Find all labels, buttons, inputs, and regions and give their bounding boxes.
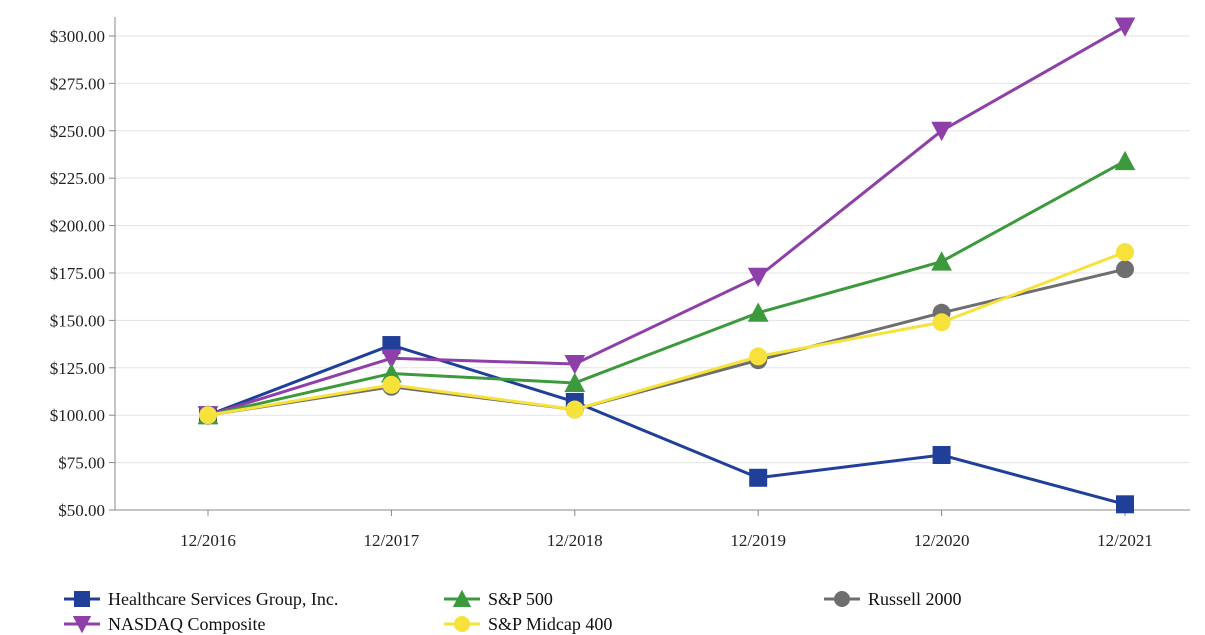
data-point-s-p-midcap-400 bbox=[382, 375, 401, 394]
data-point-s-p-midcap-400 bbox=[565, 400, 584, 419]
legend-label: S&P Midcap 400 bbox=[488, 613, 613, 634]
legend-swatch-s-p-midcap-400 bbox=[444, 616, 480, 632]
data-point-s-p-midcap-400 bbox=[199, 406, 217, 425]
data-point-nasdaq-composite bbox=[564, 354, 586, 375]
axes bbox=[109, 17, 1190, 516]
series-line-russell-2000 bbox=[207, 267, 1126, 417]
data-point-nasdaq-composite bbox=[1114, 17, 1136, 37]
data-point-s-p-midcap-400 bbox=[1116, 243, 1134, 262]
data-point-nasdaq-composite bbox=[747, 267, 769, 288]
data-point-healthcare-services-group-inc bbox=[749, 468, 768, 487]
y-tick-label: $300.00 bbox=[50, 27, 105, 46]
x-tick-label: 12/2019 bbox=[730, 531, 786, 550]
legend-item-s-p-500: S&P 500 bbox=[442, 588, 553, 610]
y-tick-label: $225.00 bbox=[50, 169, 105, 188]
legend-swatch-marker bbox=[454, 616, 470, 632]
legend-swatch-s-p-500 bbox=[444, 589, 480, 607]
x-tick-label: 12/2018 bbox=[547, 531, 603, 550]
data-point-s-p-midcap-400 bbox=[749, 347, 768, 366]
legend-item-healthcare-services-group-inc: Healthcare Services Group, Inc. bbox=[62, 588, 338, 610]
series-line-s-p-500 bbox=[207, 159, 1126, 417]
y-tick-label: $250.00 bbox=[50, 122, 105, 141]
data-point-healthcare-services-group-inc bbox=[932, 446, 951, 465]
y-tick-label: $75.00 bbox=[58, 454, 105, 473]
series-s-p-midcap-400 bbox=[199, 243, 1134, 425]
legend-swatch-marker bbox=[452, 589, 472, 607]
data-point-s-p-500 bbox=[931, 251, 952, 271]
x-tick-label: 12/2017 bbox=[364, 531, 420, 550]
y-tick-label: $200.00 bbox=[50, 217, 105, 236]
legend-label: S&P 500 bbox=[488, 588, 553, 609]
y-axis-tick-labels: $50.00 $75.00 $100.00 $125.00 $150.00 $175.00… bbox=[50, 27, 105, 520]
x-tick-label: 12/2021 bbox=[1097, 531, 1153, 550]
y-tick-label: $275.00 bbox=[50, 74, 105, 93]
data-point-s-p-midcap-400 bbox=[932, 313, 951, 332]
y-tick-label: $125.00 bbox=[50, 359, 105, 378]
legend-swatch-healthcare-services-group-inc bbox=[64, 591, 100, 607]
series-line-healthcare-services-group-inc bbox=[207, 343, 1126, 506]
grid-lines bbox=[115, 35, 1190, 464]
legend-item-nasdaq-composite: NASDAQ Composite bbox=[62, 613, 266, 635]
legend-swatch-nasdaq-composite bbox=[64, 616, 100, 634]
x-axis-tick-labels: 12/2016 12/2017 12/2018 12/2019 12/2020 12/20… bbox=[180, 531, 1153, 550]
legend-label: Russell 2000 bbox=[868, 588, 962, 609]
legend-item-s-p-midcap-400: S&P Midcap 400 bbox=[442, 613, 612, 635]
y-tick-label: $150.00 bbox=[50, 311, 105, 330]
y-tick-label: $50.00 bbox=[58, 501, 105, 520]
data-point-russell-2000 bbox=[1116, 260, 1134, 279]
series-healthcare-services-group-inc bbox=[199, 336, 1134, 514]
legend: Healthcare Services Group, Inc. NASDAQ Co… bbox=[62, 588, 1062, 635]
data-point-nasdaq-composite bbox=[381, 349, 402, 369]
line-chart: $50.00 $75.00 $100.00 $125.00 $150.00 $175.00… bbox=[50, 17, 1190, 550]
series-nasdaq-composite bbox=[197, 17, 1136, 426]
data-point-nasdaq-composite bbox=[931, 121, 952, 142]
legend-item-russell-2000: Russell 2000 bbox=[822, 588, 962, 610]
series-s-p-500 bbox=[197, 150, 1136, 425]
legend-label: NASDAQ Composite bbox=[108, 613, 266, 634]
series-russell-2000 bbox=[199, 260, 1134, 425]
x-tick-label: 12/2020 bbox=[914, 531, 970, 550]
data-point-s-p-500 bbox=[564, 372, 586, 392]
y-tick-label: $175.00 bbox=[50, 264, 105, 283]
legend-swatch-marker bbox=[74, 591, 90, 607]
data-point-s-p-500 bbox=[1114, 150, 1136, 171]
x-tick-label: 12/2016 bbox=[180, 531, 236, 550]
series-layer bbox=[197, 17, 1136, 514]
series-line-nasdaq-composite bbox=[207, 25, 1126, 417]
data-point-s-p-500 bbox=[747, 302, 769, 322]
legend-swatch-russell-2000 bbox=[824, 591, 860, 607]
series-line-s-p-midcap-400 bbox=[207, 250, 1126, 417]
legend-swatch-marker bbox=[834, 591, 850, 607]
data-point-healthcare-services-group-inc bbox=[1116, 495, 1134, 514]
legend-swatch-marker bbox=[72, 616, 92, 634]
y-tick-label: $100.00 bbox=[50, 406, 105, 425]
legend-label: Healthcare Services Group, Inc. bbox=[108, 588, 339, 609]
